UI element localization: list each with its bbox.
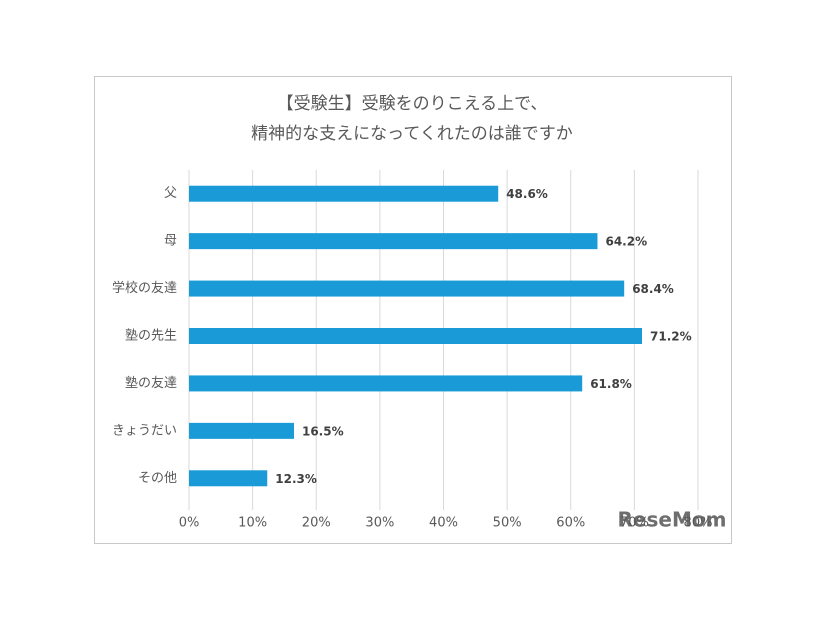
- value-label: 68.4%: [632, 282, 674, 296]
- bar: [189, 328, 643, 344]
- y-tick-label: 塾の友達: [125, 375, 177, 391]
- value-label: 16.5%: [302, 424, 344, 438]
- x-tick-label: 50%: [493, 516, 522, 531]
- bar: [189, 375, 583, 392]
- value-label: 71.2%: [650, 330, 692, 344]
- value-label: 12.3%: [275, 472, 317, 486]
- value-label: 64.2%: [605, 235, 647, 249]
- x-tick-label: 40%: [429, 516, 458, 531]
- bar: [189, 470, 268, 487]
- watermark: ReseMom: [618, 508, 727, 532]
- x-tick-label: 80%: [684, 516, 713, 531]
- chart-frame: [94, 76, 732, 544]
- y-tick-label: 父: [164, 186, 177, 201]
- y-tick-label: その他: [138, 471, 177, 486]
- x-tick-label: 30%: [365, 516, 394, 531]
- y-tick-label: 学校の友達: [112, 280, 177, 296]
- y-tick-label: 塾の先生: [125, 328, 177, 344]
- bar: [189, 280, 625, 297]
- bar: [189, 233, 598, 250]
- chart-title: 精神的な支えになってくれたのは誰ですか: [251, 124, 573, 144]
- x-tick-label: 10%: [238, 516, 267, 531]
- y-tick-label: 母: [164, 234, 177, 249]
- bar: [189, 185, 499, 202]
- value-label: 61.8%: [590, 377, 632, 391]
- bar: [189, 422, 294, 439]
- x-tick-label: 70%: [620, 516, 649, 531]
- x-tick-label: 0%: [179, 516, 200, 531]
- y-tick-label: きょうだい: [112, 423, 177, 438]
- chart-title: 【受験生】受験をのりこえる上で、: [277, 94, 548, 114]
- x-tick-label: 60%: [556, 516, 585, 531]
- x-tick-label: 20%: [302, 516, 331, 531]
- value-label: 48.6%: [506, 187, 548, 201]
